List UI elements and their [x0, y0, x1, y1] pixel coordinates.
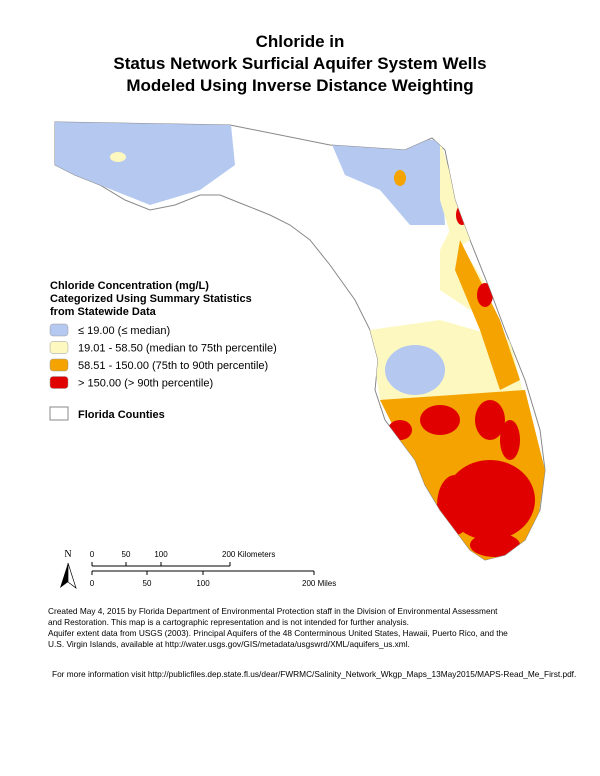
legend-label: > 150.00 (> 90th percentile) [78, 378, 213, 390]
legend-swatch [49, 323, 69, 337]
scale-label: 0 [90, 550, 95, 559]
legend-label: Florida Counties [78, 409, 165, 421]
title-line: Chloride in [256, 32, 345, 51]
florida-map [54, 121, 546, 561]
legend-swatch [49, 358, 69, 372]
legend-swatch [49, 376, 69, 389]
north-label: N [64, 549, 71, 560]
legend-title: Chloride Concentration (mg/L) [50, 280, 209, 292]
credit-line: and Restoration. This map is a cartograp… [48, 617, 409, 627]
legend-title: Categorized Using Summary Statistics [50, 293, 252, 305]
scale-label: 100 [154, 550, 168, 559]
title-line: Status Network Surficial Aquifer System … [113, 54, 486, 73]
legend: Chloride Concentration (mg/L) Categorize… [49, 280, 277, 421]
legend-label: ≤ 19.00 (≤ median) [78, 325, 170, 337]
scale-label: 50 [122, 550, 131, 559]
title-line: Modeled Using Inverse Distance Weighting [126, 76, 473, 95]
scale-label: 50 [143, 579, 152, 588]
scale-label: 200 Miles [302, 579, 336, 588]
north-arrow: N [60, 549, 77, 589]
scale-label: 200 Kilometers [222, 550, 275, 559]
scale-label: 100 [196, 579, 210, 588]
legend-label: 19.01 - 58.50 (median to 75th percentile… [78, 343, 277, 355]
scale-bar [91, 562, 315, 575]
legend-label: 58.51 - 150.00 (75th to 90th percentile) [78, 360, 268, 372]
credit-line: Aquifer extent data from USGS (2003). Pr… [48, 628, 508, 638]
legend-title: from Statewide Data [50, 306, 157, 318]
county-swatch [49, 406, 69, 421]
more-info: For more information visit http://public… [52, 669, 576, 679]
credit-line: Created May 4, 2015 by Florida Departmen… [48, 606, 498, 616]
scale-label: 0 [90, 579, 95, 588]
credit-line: U.S. Virgin Islands, available at http:/… [48, 639, 410, 649]
legend-swatch [49, 341, 69, 354]
